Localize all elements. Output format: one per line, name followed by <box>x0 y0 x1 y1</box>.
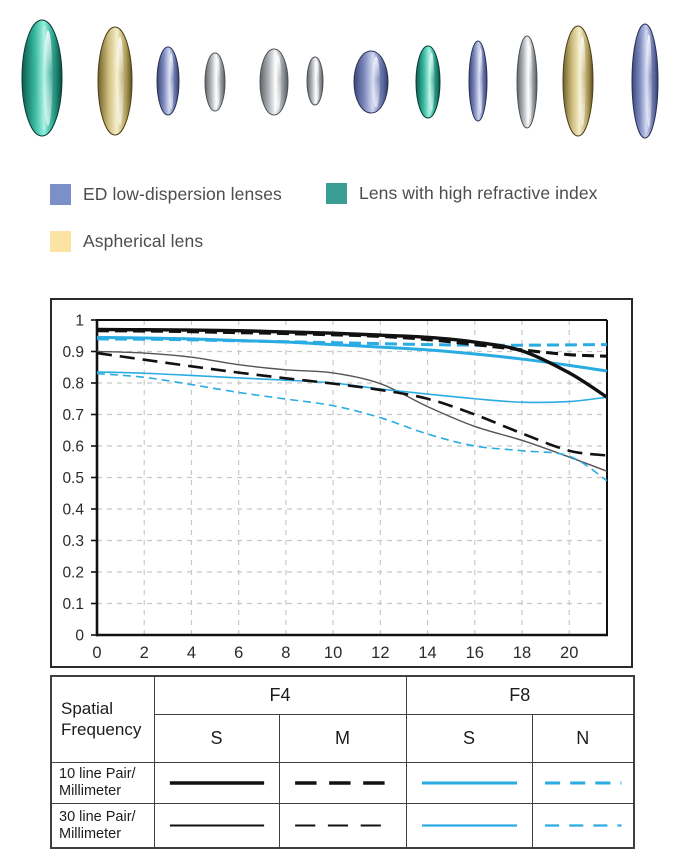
table-subheader-f4-m: M <box>278 714 407 763</box>
line-sample-f4-s-30lp <box>153 803 280 849</box>
line-sample-f8-s-10lp <box>405 762 533 804</box>
lens-aspherical-11 <box>562 25 594 137</box>
mtf-curve <box>96 350 608 472</box>
table-header-f4: F4 <box>153 675 407 715</box>
svg-text:4: 4 <box>187 644 196 662</box>
lens-ed-low-dispersion-7 <box>353 50 389 114</box>
svg-text:0: 0 <box>92 644 101 662</box>
mtf-curve <box>96 372 608 482</box>
lens-standard-4 <box>204 52 226 112</box>
legend-item-high-refractive-index: Lens with high refractive index <box>326 183 598 204</box>
svg-text:0.2: 0.2 <box>62 565 84 582</box>
legend-item-ed-lenses: ED low-dispersion lenses <box>50 184 282 205</box>
line-sample-f4-s-10lp <box>153 762 280 804</box>
svg-text:0: 0 <box>75 628 84 645</box>
line-sample-f8-n-30lp <box>531 803 635 849</box>
lens-ed-low-dispersion-12 <box>631 23 659 139</box>
high-refractive-lens-color-swatch <box>326 183 347 204</box>
lens-aspherical-2 <box>97 26 133 136</box>
table-row-label-10lp: 10 line Pair/ Millimeter <box>50 762 155 804</box>
legend-item-aspherical: Aspherical lens <box>50 231 203 252</box>
legend-label: Lens with high refractive index <box>359 183 598 203</box>
svg-text:0.7: 0.7 <box>62 407 84 424</box>
svg-text:0.8: 0.8 <box>62 376 84 393</box>
line-sample-f4-m-30lp <box>278 803 407 849</box>
lens-high-refractive-index-1 <box>21 19 63 137</box>
svg-text:0.6: 0.6 <box>62 439 84 456</box>
mtf-chart: 0 0.1 0.2 0.3 0.4 0.5 0.6 0.7 0.8 0.9 1 0 2 4 6 8 10 12 14… <box>50 298 633 668</box>
table-subheader-f8-n: N <box>531 714 635 763</box>
svg-text:6: 6 <box>234 644 243 662</box>
lens-high-refractive-index-8 <box>415 45 441 119</box>
table-row-label-30lp: 30 line Pair/ Millimeter <box>50 803 155 849</box>
svg-text:12: 12 <box>371 644 389 662</box>
lens-ed-low-dispersion-9 <box>468 40 488 122</box>
line-sample-f4-m-10lp <box>278 762 407 804</box>
table-subheader-f4-s: S <box>153 714 280 763</box>
table-corner-spatial-frequency: Spatial Frequency <box>50 675 155 763</box>
svg-text:8: 8 <box>281 644 290 662</box>
svg-text:1: 1 <box>75 313 84 330</box>
svg-text:20: 20 <box>560 644 578 662</box>
svg-text:10: 10 <box>324 644 342 662</box>
svg-text:16: 16 <box>466 644 484 662</box>
svg-text:0.9: 0.9 <box>62 344 84 361</box>
mtf-legend-table: Spatial Frequency F4 F8 S M S N 10 line … <box>50 675 636 849</box>
lens-standard-6 <box>306 56 324 106</box>
svg-text:0.4: 0.4 <box>62 502 84 519</box>
lens-ed-low-dispersion-3 <box>156 46 180 116</box>
table-header-f8: F8 <box>405 675 635 715</box>
legend-label: Aspherical lens <box>83 231 204 251</box>
svg-text:0.3: 0.3 <box>62 533 84 550</box>
table-subheader-f8-s: S <box>405 714 533 763</box>
lens-standard-10 <box>516 35 538 129</box>
line-sample-f8-n-10lp <box>531 762 635 804</box>
svg-text:14: 14 <box>418 644 436 662</box>
mtf-curve <box>96 327 608 399</box>
legend-label: ED low-dispersion lenses <box>83 184 282 204</box>
lens-construction-diagram <box>21 19 659 139</box>
svg-text:2: 2 <box>140 644 149 662</box>
mtf-chart-canvas: 00.10.20.30.40.50.60.70.80.910 2 4 6 8 10 12 14… <box>62 313 608 662</box>
svg-text:0.1: 0.1 <box>62 596 84 613</box>
line-sample-f8-s-30lp <box>405 803 533 849</box>
aspherical-lens-color-swatch <box>50 231 71 252</box>
mtf-curve <box>96 335 608 373</box>
svg-text:0.5: 0.5 <box>62 470 84 487</box>
lens-standard-5 <box>259 48 289 116</box>
ed-lens-color-swatch <box>50 184 71 205</box>
mtf-curve <box>96 351 608 457</box>
svg-text:18: 18 <box>513 644 531 662</box>
